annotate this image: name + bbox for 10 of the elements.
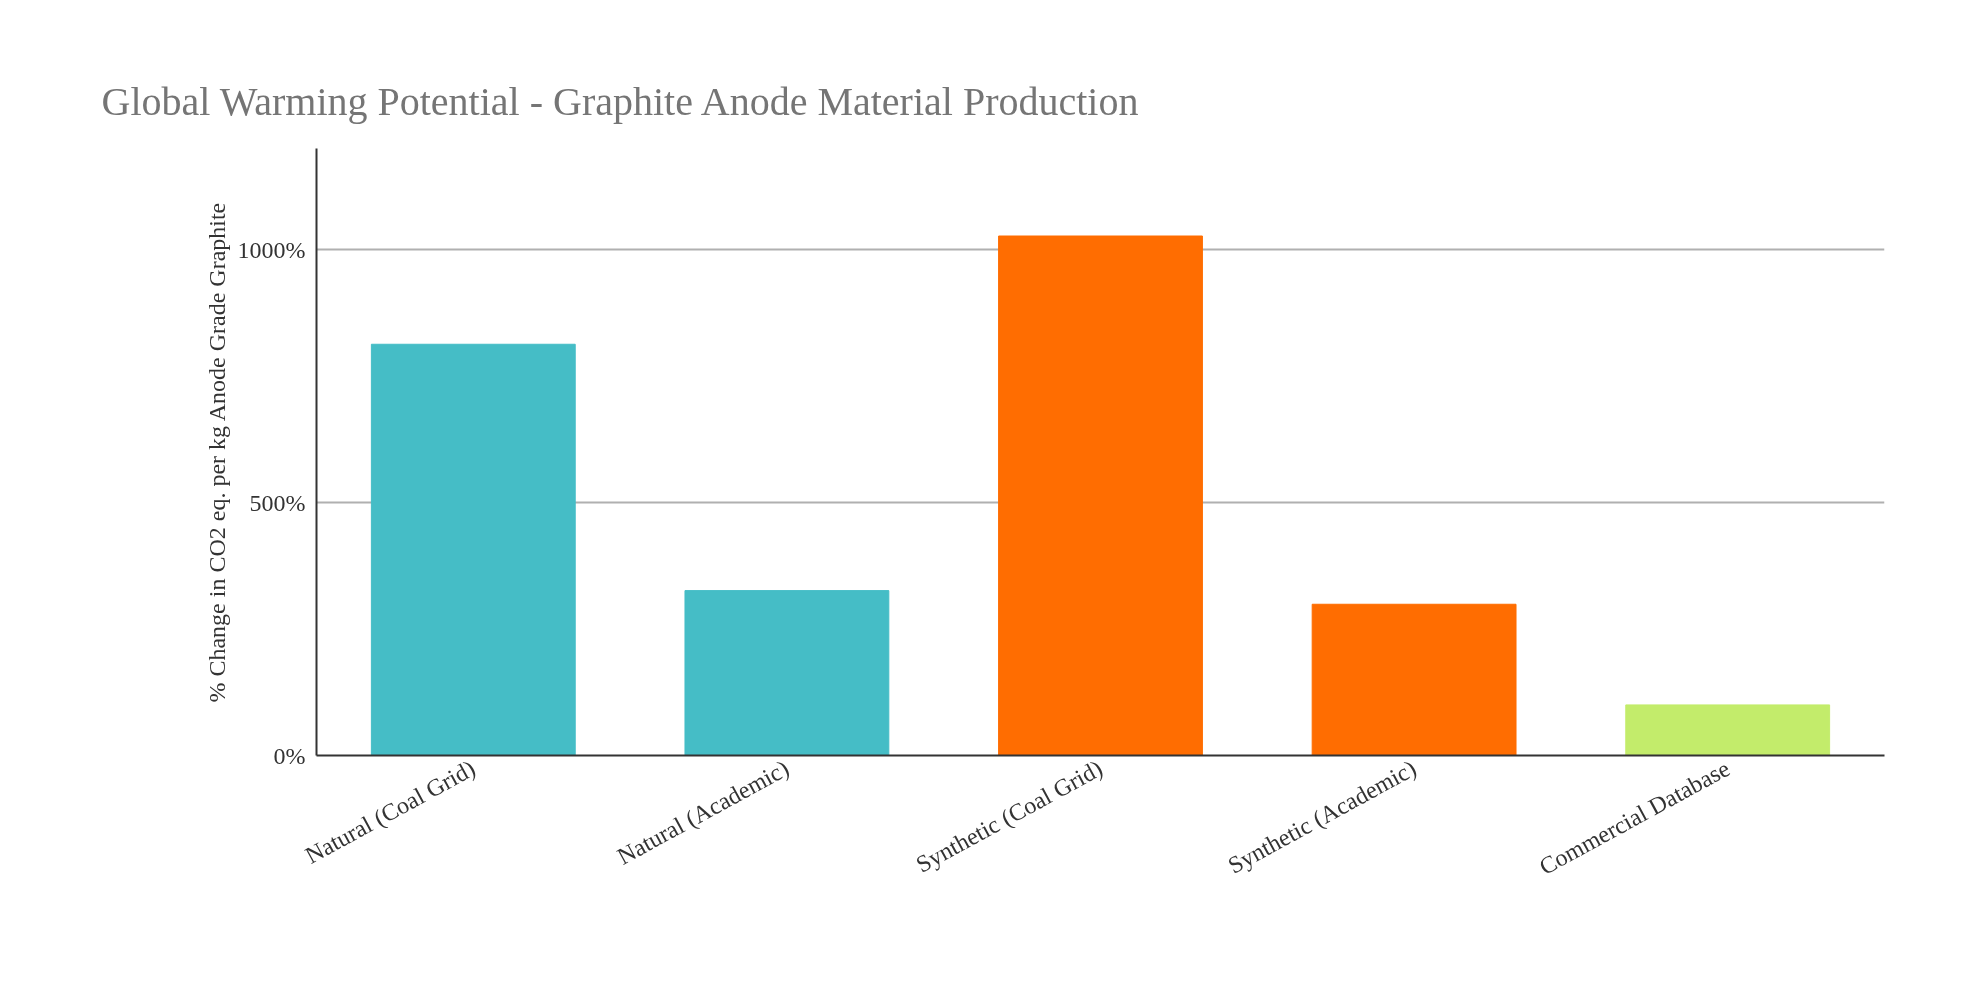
bar	[1625, 704, 1831, 756]
bar	[684, 590, 890, 756]
chart-title: Global Warming Potential - Graphite Anode Material Production	[101, 78, 1139, 124]
y-tick-label: 1000%	[237, 236, 306, 263]
bar	[998, 235, 1203, 756]
y-tick-label: 500%	[249, 489, 306, 516]
bar	[370, 343, 576, 756]
y-tick-label: 0%	[273, 742, 306, 769]
y-axis-title: % Change in CO2 eq. per kg Anode Grade Graphite	[203, 202, 230, 703]
bar	[1311, 603, 1517, 756]
